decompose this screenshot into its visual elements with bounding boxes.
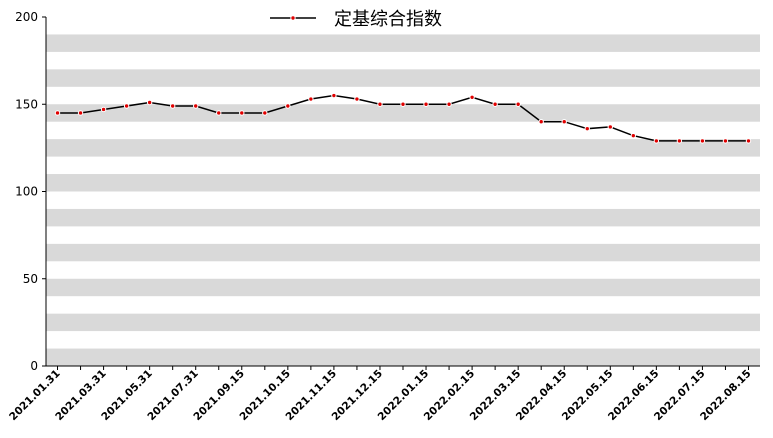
point (193, 103, 199, 109)
point (446, 101, 452, 107)
point (423, 101, 429, 107)
point (354, 96, 360, 102)
grid-band (46, 174, 760, 192)
point (146, 99, 153, 106)
grid-band (46, 208, 760, 227)
grid-band (46, 243, 760, 262)
point (123, 103, 130, 109)
legend-marker (290, 15, 296, 21)
point (308, 96, 314, 102)
point (54, 110, 61, 116)
grid-band (46, 348, 760, 366)
point (745, 138, 752, 144)
point (262, 110, 268, 116)
grid-band (46, 104, 760, 122)
point (331, 92, 337, 99)
legend-label: 定基综合指数 (334, 9, 442, 30)
point (607, 124, 613, 130)
point (699, 138, 706, 144)
y-tick-label: 150 (15, 97, 38, 111)
point (377, 101, 383, 107)
point (722, 138, 729, 144)
point (469, 94, 475, 100)
point (561, 119, 567, 125)
y-tick-label: 50 (23, 272, 38, 286)
grid-band (46, 139, 760, 157)
point (77, 110, 84, 116)
grid-band (46, 278, 760, 297)
point (515, 101, 521, 107)
point (216, 110, 222, 116)
grid-band (46, 34, 760, 52)
point (400, 101, 406, 107)
point (100, 106, 107, 113)
grid-band (46, 69, 760, 87)
point (169, 103, 176, 109)
grid-band (46, 313, 760, 332)
point (676, 138, 683, 144)
y-tick-label: 100 (15, 185, 38, 199)
y-tick-label: 0 (30, 359, 38, 373)
point (285, 103, 291, 109)
point (492, 101, 498, 107)
point (538, 119, 544, 125)
point (584, 125, 590, 132)
y-tick-label: 200 (15, 10, 38, 24)
point (630, 132, 637, 139)
point (239, 110, 245, 116)
point (653, 138, 660, 144)
